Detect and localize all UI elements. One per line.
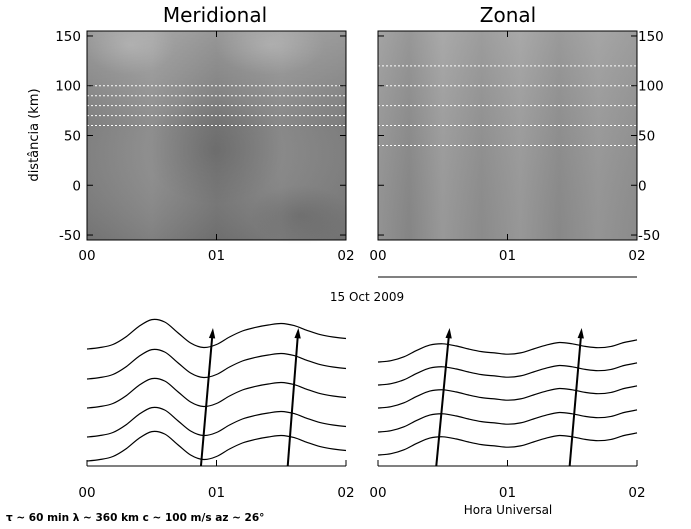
meridional-reference-lines [87,85,346,127]
keogram-trace [377,409,638,433]
meridional-y-axis: -50 0 50 100 150 [55,29,346,244]
keogram-trace [86,318,347,350]
x-axis-label: Hora Universal [464,503,553,517]
zonal-reference-lines [378,65,637,146]
keogram-trace [377,339,638,363]
phase-front-arrow [435,331,451,467]
keogram-trace [377,432,638,456]
meridional-dark-region [250,185,350,245]
meridional-bright-region [85,15,175,75]
x-tick-label: 00 [78,485,95,501]
x-tick-label: 01 [208,248,225,264]
y-tick-label: 50 [638,129,655,145]
x-tick-label: 02 [628,248,645,264]
phase-front-arrow [568,331,583,467]
y-tick-label: 150 [55,29,81,45]
x-tick-label: 00 [369,248,386,264]
zonal-heatmap-panel: Zonal -50 0 50 100 150 00 01 02 [369,3,663,264]
x-tick-label: 02 [337,248,354,264]
arrowhead-icon [577,328,584,339]
footer-parameters: τ ~ 60 min λ ~ 360 km c ~ 100 m/s az ~ 2… [6,512,264,524]
keogram-trace [86,377,347,409]
meridional-bright-region [215,15,325,75]
keogram-trace [377,385,638,409]
date-label: 15 Oct 2009 [330,290,404,304]
x-tick-label: 01 [208,485,225,501]
phase-front-arrow [286,331,300,467]
keogram-trace [377,362,638,386]
y-tick-label: 100 [638,79,664,95]
arrowhead-icon [208,328,216,339]
zonal-heatmap-shading [378,31,637,240]
zonal-x-axis: 00 01 02 [369,31,646,264]
y-tick-label: 150 [638,29,664,45]
meridional-keogram-panel: 00 01 02 [78,318,355,501]
keogram-trace [86,430,347,462]
x-tick-label: 01 [499,248,516,264]
x-tick-label: 01 [499,485,516,501]
zonal-keogram-panel: 00 01 02 [369,328,646,501]
x-tick-label: 00 [78,248,95,264]
arrowhead-icon [445,328,452,339]
zonal-y-axis: -50 0 50 100 150 [378,29,664,244]
keogram-trace [86,406,347,438]
zonal-title: Zonal [480,3,536,27]
meridional-x-axis: 00 01 02 [78,31,355,264]
y-tick-label: -50 [638,228,660,244]
y-axis-label: distância (km) [27,88,42,181]
y-tick-label: 0 [638,178,647,194]
arrowhead-icon [294,328,301,339]
y-tick-label: -50 [59,228,81,244]
keogram-trace [86,348,347,380]
x-tick-label: 02 [628,485,645,501]
x-tick-label: 00 [369,485,386,501]
phase-front-arrow [199,331,214,467]
y-tick-label: 50 [64,129,81,145]
meridional-dark-region [145,95,285,205]
x-tick-label: 02 [337,485,354,501]
y-tick-label: 0 [72,178,81,194]
y-tick-label: 100 [55,79,81,95]
